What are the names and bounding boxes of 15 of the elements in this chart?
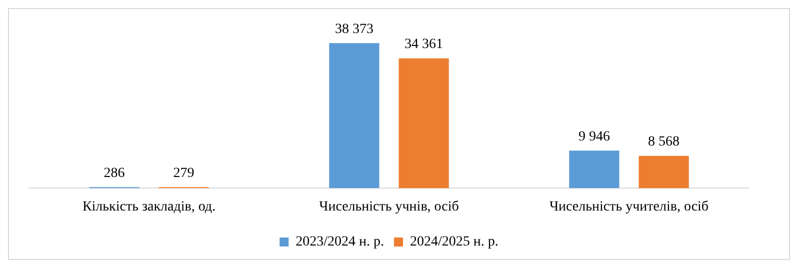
bar [638,156,689,188]
data-label: 279 [173,166,194,181]
data-label: 8 568 [648,134,680,150]
x-tick-label: Чисельність учнів, осіб [319,199,459,214]
legend-label: 2023/2024 н. р. [296,234,384,250]
x-tick-label: Чисельність учителів, осіб [549,199,709,214]
x-tick-label: Кількість закладів, од. [82,199,216,214]
bar [329,43,380,188]
data-label: 38 373 [334,22,374,37]
data-label: 286 [104,166,125,181]
data-label: 34 361 [404,36,444,52]
bar [398,58,449,188]
data-label: 9 946 [578,129,610,144]
bar [569,150,620,188]
legend-label: 2024/2025 н. р. [410,234,498,250]
